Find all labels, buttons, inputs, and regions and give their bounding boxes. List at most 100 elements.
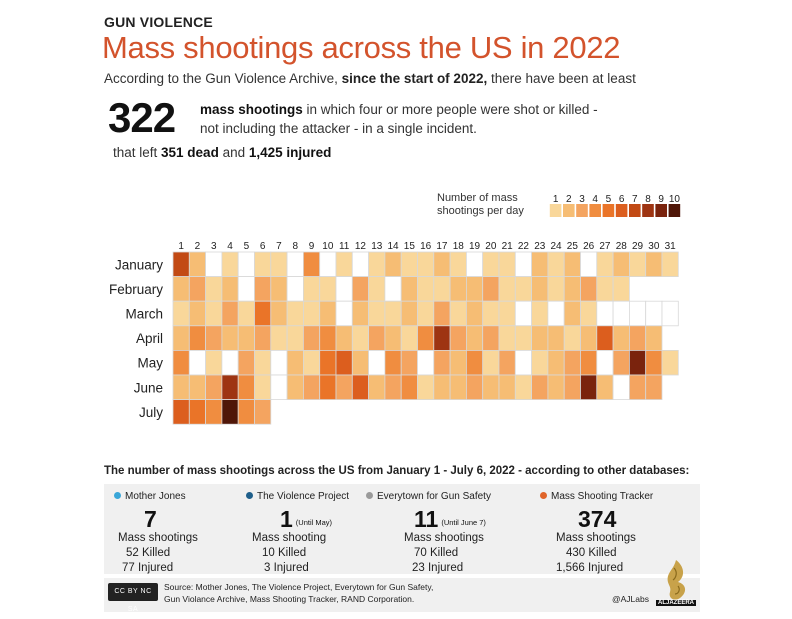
- heatmap-cell: [188, 276, 207, 302]
- db-note: (Until June 7): [441, 518, 486, 527]
- month-label: April: [136, 331, 163, 346]
- heatmap-cell: [172, 349, 190, 376]
- heatmap-cell: [482, 276, 500, 302]
- heatmap-cell: [661, 349, 679, 376]
- dot-icon: [246, 492, 253, 499]
- heatmap-cell: [335, 276, 353, 302]
- heatmap-cell: [254, 276, 272, 302]
- heatmap-cell: [286, 349, 304, 376]
- legend-level-label: 3: [579, 194, 585, 205]
- day-label: 22: [518, 241, 530, 252]
- heatmap-cell: [449, 251, 467, 278]
- heatmap-cell: [580, 349, 598, 376]
- heatmap-cell: [547, 300, 565, 327]
- heatmap-cell: [563, 251, 581, 278]
- heatmap-cell: [482, 251, 500, 278]
- heatmap-cell: [368, 374, 386, 401]
- dot-icon: [540, 492, 547, 499]
- legend-swatch: [615, 204, 628, 217]
- db-count: 7: [144, 506, 157, 533]
- heatmap-cell: [531, 325, 549, 351]
- heatmap-cell: [563, 300, 581, 327]
- heatmap-cell: [237, 300, 255, 327]
- heatmap-cell: [514, 325, 532, 351]
- db-count: 374: [578, 506, 616, 533]
- day-label: 18: [453, 241, 465, 252]
- heatmap-cell: [449, 349, 467, 376]
- heatmap-cell: [384, 251, 402, 278]
- heatmap-cell: [482, 374, 500, 401]
- heatmap-cell: [547, 374, 565, 401]
- heatmap-cell: [449, 300, 467, 327]
- day-label: 17: [436, 241, 448, 252]
- db-name: Mother Jones: [125, 491, 186, 502]
- heatmap-cell: [172, 300, 190, 327]
- legend-level-label: 8: [645, 194, 651, 205]
- desc-bold: mass shootings: [200, 102, 303, 117]
- day-label: 8: [292, 241, 298, 252]
- heatmap-cell: [580, 276, 598, 302]
- heatmap-cell: [580, 300, 598, 327]
- db-type: Mass shootings: [556, 532, 636, 544]
- heatmap-cell: [563, 325, 581, 351]
- day-label: 19: [469, 241, 481, 252]
- heatmap-cell: [498, 325, 516, 351]
- source-text: Source: Mother Jones, The Violence Proje…: [164, 581, 433, 605]
- heatmap-cell: [465, 251, 484, 278]
- db-killed: 52 Killed: [126, 547, 171, 559]
- heatmap-cell: [612, 251, 630, 278]
- heatmap-cell: [351, 349, 369, 376]
- aljazeera-logo-icon: [667, 560, 686, 600]
- heatmap-cell: [384, 349, 402, 376]
- heatmap-cell: [368, 325, 386, 351]
- heatmap-cell: [612, 276, 630, 302]
- heatmap-cell: [351, 300, 369, 327]
- heatmap-cell: [172, 276, 190, 302]
- databases-panel: Mother Jones 7 Mass shootings 52 Killed …: [104, 484, 700, 574]
- legend-level-label: 5: [606, 194, 612, 205]
- legend-level-label: 4: [592, 194, 598, 205]
- heatmap-cell: [237, 276, 255, 302]
- db-injured: 3 Injured: [264, 562, 309, 574]
- logo-text: ALJAZEERA: [656, 600, 696, 606]
- heatmap-cell: [351, 325, 369, 351]
- heatmap-cell: [482, 349, 500, 376]
- casualties-prefix: that left: [113, 145, 162, 160]
- heatmap-cell: [205, 349, 223, 376]
- heatmap-cell: [629, 325, 647, 351]
- heatmap-cell: [514, 251, 532, 278]
- heatmap-cell: [270, 251, 288, 278]
- heatmap-cell: [417, 276, 435, 302]
- dot-icon: [366, 492, 373, 499]
- db-killed: 430 Killed: [566, 547, 617, 559]
- db-label: Mass Shooting Tracker: [540, 491, 653, 502]
- heatmap-cell: [449, 374, 467, 401]
- heatmap-cell: [400, 325, 418, 351]
- heatmap-cell: [221, 349, 239, 376]
- legend-swatch: [589, 204, 601, 217]
- heatmap-cell: [629, 251, 647, 278]
- heatmap-cell: [514, 374, 532, 401]
- casualties-line: that left 351 dead and 1,425 injured: [113, 145, 331, 160]
- legend-swatch: [629, 204, 641, 217]
- heatmap-cell: [433, 251, 451, 278]
- heatmap-cell: [596, 251, 614, 278]
- heatmap-cell: [531, 276, 549, 302]
- legend-level-label: 10: [669, 194, 681, 205]
- heatmap-cell: [547, 276, 565, 302]
- heatmap-cell: [237, 374, 255, 401]
- heatmap-cell: [563, 349, 581, 376]
- heatmap-cell: [254, 300, 272, 327]
- heatmap-cell: [514, 349, 532, 376]
- heatmap-cell: [482, 325, 500, 351]
- total-description: mass shootings in which four or more peo…: [200, 100, 620, 138]
- day-label: 10: [322, 241, 334, 252]
- heatmap-cell: [205, 251, 223, 278]
- day-label: 31: [665, 241, 677, 252]
- heatmap-cell: [629, 349, 647, 376]
- heatmap-cell: [465, 300, 484, 327]
- intro-suffix: there have been at least: [487, 71, 636, 86]
- heatmap-cell: [221, 374, 239, 401]
- db-count: 11 (Until June 7): [414, 506, 486, 533]
- month-label: June: [134, 380, 163, 395]
